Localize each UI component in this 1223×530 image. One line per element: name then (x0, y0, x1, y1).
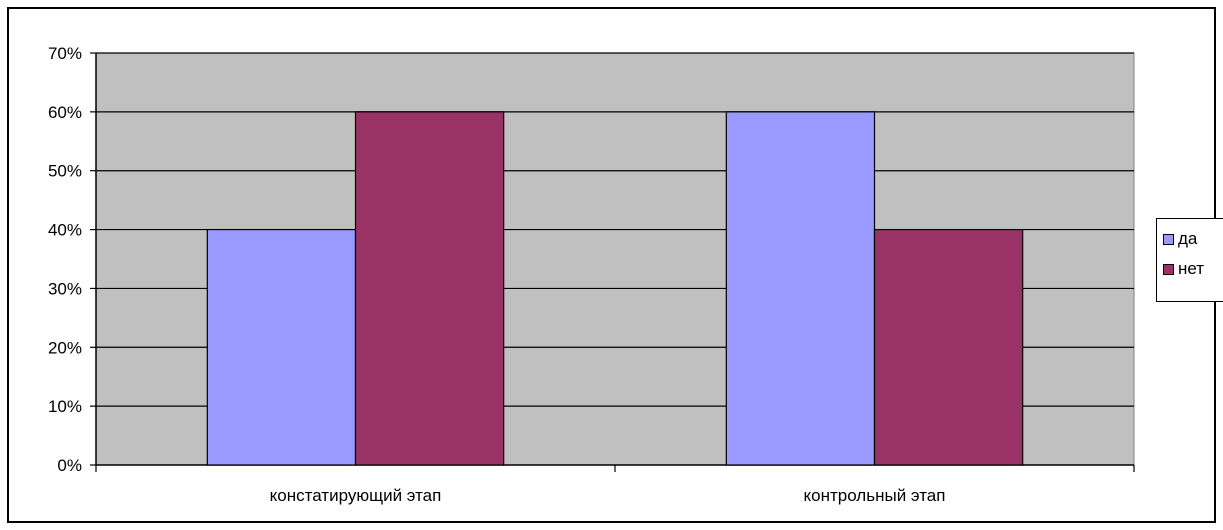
y-tick-label: 70% (48, 44, 82, 63)
legend-item-net: нет (1163, 259, 1204, 279)
x-tick-label: контрольный этап (804, 486, 946, 505)
legend-item-da: да (1163, 229, 1197, 249)
y-tick-label: 50% (48, 162, 82, 181)
y-tick-label: 20% (48, 338, 82, 357)
y-tick-label: 10% (48, 397, 82, 416)
y-tick-label: 40% (48, 221, 82, 240)
y-tick-label: 60% (48, 103, 82, 122)
legend: да нет (1156, 218, 1223, 302)
legend-swatch (1163, 233, 1174, 245)
bar-net (873, 228, 1024, 466)
legend-swatch (1163, 263, 1174, 275)
bar-da (725, 111, 876, 466)
bar-net (354, 111, 505, 466)
legend-label: нет (1178, 259, 1205, 278)
y-tick-label: 30% (48, 279, 82, 298)
x-tick-label: констатирующий этап (270, 486, 442, 505)
legend-label: да (1178, 229, 1198, 248)
bar-da (206, 228, 357, 466)
y-tick-label: 0% (57, 456, 82, 475)
